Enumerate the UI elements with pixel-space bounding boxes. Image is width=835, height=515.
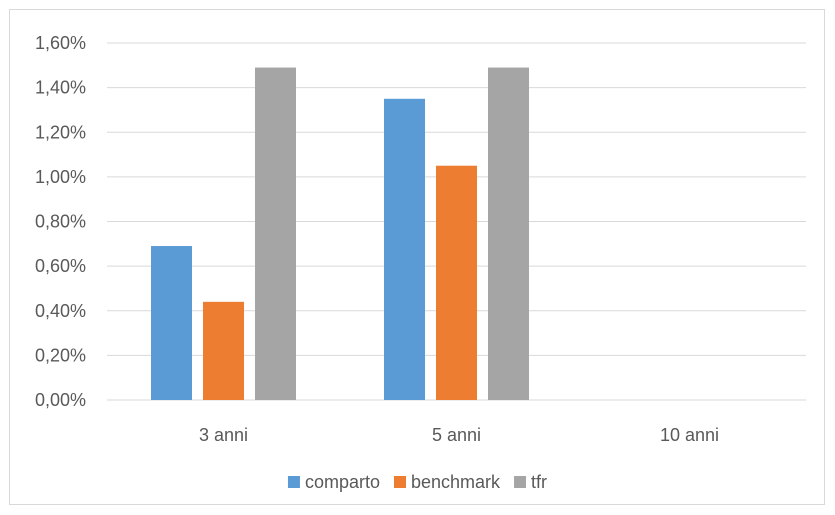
legend-swatch-comparto [287,476,300,488]
bar-tfr [488,67,529,400]
legend-swatch-tfr [514,476,527,488]
x-tick-label: 3 anni [199,425,248,445]
y-tick-label: 1,00% [35,167,86,187]
x-tick-label: 5 anni [432,425,481,445]
y-tick-label: 1,20% [35,122,86,142]
y-tick-label: 0,00% [35,390,86,410]
legend-label-comparto: comparto [305,472,380,492]
bar-benchmark [203,301,244,400]
y-tick-label: 0,60% [35,256,86,276]
legend: comparto benchmark tfr [287,472,547,492]
x-axis-ticks: 3 anni 5 anni 10 anni [199,425,719,445]
y-tick-label: 1,40% [35,78,86,98]
bar-comparto [151,246,192,400]
y-tick-label: 0,40% [35,301,86,321]
y-tick-label: 0,20% [35,345,86,365]
bar-benchmark [436,165,477,400]
y-tick-label: 0,80% [35,212,86,232]
bar-tfr [255,67,296,400]
x-tick-label: 10 anni [660,425,719,445]
legend-swatch-benchmark [393,476,406,488]
y-axis-ticks: 0,00% 0,20% 0,40% 0,60% 0,80% 1,00% 1,20% 1,40%… [35,33,86,410]
legend-label-tfr: tfr [531,472,547,492]
legend-label-benchmark: benchmark [411,472,501,492]
bar-comparto [384,98,425,400]
y-tick-label: 1,60% [35,33,86,53]
bars [151,67,529,400]
